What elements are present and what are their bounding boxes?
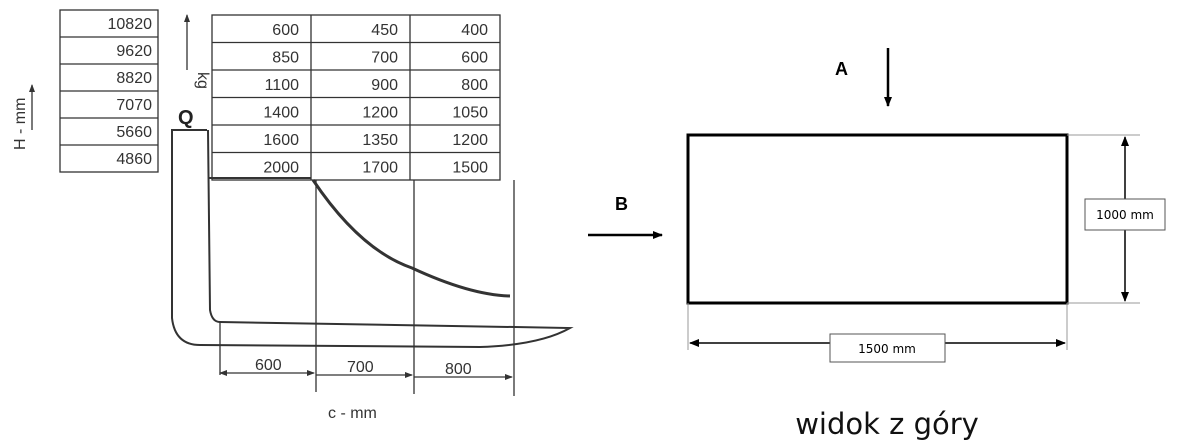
load-value: 850 <box>272 50 299 67</box>
load-value: 450 <box>371 22 398 39</box>
top-view-diagram: A B 1000 mm 1500 mm widok z góry <box>588 48 1166 441</box>
load-capacity-chart <box>29 9 574 396</box>
load-value: 900 <box>371 77 398 94</box>
height-value: 4860 <box>116 151 152 168</box>
height-value: 10820 <box>108 16 153 33</box>
center-axis-label: c - mm <box>328 405 377 422</box>
capacity-curve <box>311 179 511 298</box>
load-value: 1050 <box>452 105 488 122</box>
center-700: 700 <box>347 359 374 376</box>
load-symbol: Q <box>178 107 194 129</box>
arrow-b-label: B <box>615 194 628 214</box>
pallet-outline <box>686 133 1069 305</box>
depth-dimension-box <box>1084 198 1166 231</box>
load-value: 2000 <box>263 160 299 177</box>
center-600: 600 <box>255 357 282 374</box>
view-caption: widok z góry <box>795 407 979 441</box>
depth-dimension: 1000 mm <box>1096 208 1154 222</box>
load-value: 700 <box>371 50 398 67</box>
load-value: 1700 <box>362 160 398 177</box>
width-dimension-box <box>829 333 946 363</box>
load-value: 800 <box>461 77 488 94</box>
load-table <box>211 14 501 181</box>
center-800: 800 <box>445 361 472 378</box>
load-value: 1400 <box>263 105 299 122</box>
load-value: 600 <box>461 50 488 67</box>
height-value: 9620 <box>116 43 152 60</box>
width-dimension: 1500 mm <box>858 342 916 356</box>
load-value: 1100 <box>265 77 300 94</box>
load-value: 600 <box>272 22 299 39</box>
fork-outline <box>171 129 574 349</box>
arrow-a-label: A <box>835 59 848 79</box>
load-value: 1200 <box>362 105 398 122</box>
load-value: 400 <box>461 22 488 39</box>
height-axis-label: H - mm <box>12 98 29 150</box>
load-value: 1600 <box>263 132 299 149</box>
load-value: 1200 <box>452 132 488 149</box>
load-value: 1500 <box>452 160 488 177</box>
height-value: 5660 <box>116 124 152 141</box>
load-unit-label: kg <box>194 72 211 89</box>
height-value: 8820 <box>116 70 152 87</box>
height-value: 7070 <box>116 97 152 114</box>
height-table <box>59 9 159 173</box>
load-value: 1350 <box>362 132 398 149</box>
